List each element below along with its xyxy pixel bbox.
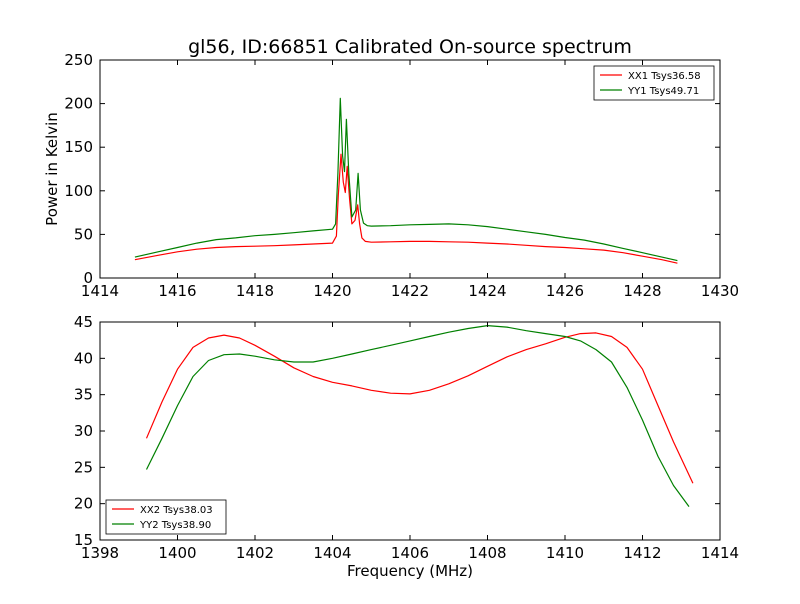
y-tick-label-0-3: 150 — [64, 138, 93, 156]
y-tick-label-0-4: 200 — [64, 95, 93, 113]
series-line-0-0 — [134, 153, 678, 264]
x-tick-label-1-8: 1414 — [701, 544, 739, 562]
x-tick-label-1-0: 1398 — [81, 544, 119, 562]
x-axis-label-1: Frequency (MHz) — [347, 562, 473, 580]
y-tick-label-0-0: 0 — [83, 269, 93, 287]
y-tick-label-0-2: 100 — [64, 182, 93, 200]
legend-0: XX1 Tsys36.58 YY1 Tsys49.71 — [593, 65, 715, 101]
x-tick-label-0-8: 1430 — [701, 282, 739, 300]
chart-title: gl56, ID:66851 Calibrated On-source spec… — [188, 36, 632, 58]
x-tick-label-0-4: 1422 — [391, 282, 429, 300]
legend-1: XX2 Tsys38.03 YY2 Tsys38.90 — [105, 499, 227, 535]
series-line-0-1 — [134, 97, 678, 262]
legend-label-0-1: YY1 Tsys49.71 — [627, 86, 699, 97]
y-tick-label-1-5: 40 — [74, 349, 93, 367]
y-tick-label-0-1: 50 — [74, 225, 93, 243]
y-tick-label-1-4: 35 — [74, 386, 93, 404]
y-tick-label-1-2: 25 — [74, 458, 93, 476]
y-axis-label-0: Power in Kelvin — [43, 112, 61, 226]
x-tick-label-0-3: 1420 — [313, 282, 351, 300]
legend-label-1-1: YY2 Tsys38.90 — [139, 520, 211, 531]
top-panel: 1414 1416 1418 1420 1422 1424 1426 1428 1430 0 50 1… — [43, 51, 739, 300]
x-tick-label-1-4: 1406 — [391, 544, 429, 562]
x-tick-label-0-2: 1418 — [236, 282, 274, 300]
y-tick-label-0-5: 250 — [64, 51, 93, 69]
x-tick-label-1-3: 1404 — [313, 544, 351, 562]
y-tick-label-1-1: 20 — [74, 495, 93, 513]
series-line-1-1 — [145, 325, 690, 507]
x-tick-label-0-1: 1416 — [158, 282, 196, 300]
y-tick-label-1-0: 15 — [74, 531, 93, 549]
x-tick-label-1-1: 1400 — [158, 544, 196, 562]
x-tick-label-1-2: 1402 — [236, 544, 274, 562]
legend-box-1 — [105, 499, 227, 535]
x-tick-label-1-7: 1412 — [623, 544, 661, 562]
bottom-panel: 1398 1400 1402 1404 1406 1408 1410 1412 1414 15 20… — [74, 313, 739, 580]
legend-label-1-0: XX2 Tsys38.03 — [140, 505, 213, 516]
x-tick-label-0-5: 1424 — [468, 282, 506, 300]
x-tick-label-1-6: 1410 — [546, 544, 584, 562]
series-line-1-0 — [145, 332, 694, 484]
y-tick-label-1-6: 45 — [74, 313, 93, 331]
legend-label-0-0: XX1 Tsys36.58 — [628, 71, 701, 82]
x-tick-label-0-0: 1414 — [81, 282, 119, 300]
legend-box-0 — [593, 65, 715, 101]
x-tick-label-0-6: 1426 — [546, 282, 584, 300]
x-tick-label-0-7: 1428 — [623, 282, 661, 300]
y-tick-label-1-3: 30 — [74, 422, 93, 440]
x-tick-label-1-5: 1408 — [468, 544, 506, 562]
